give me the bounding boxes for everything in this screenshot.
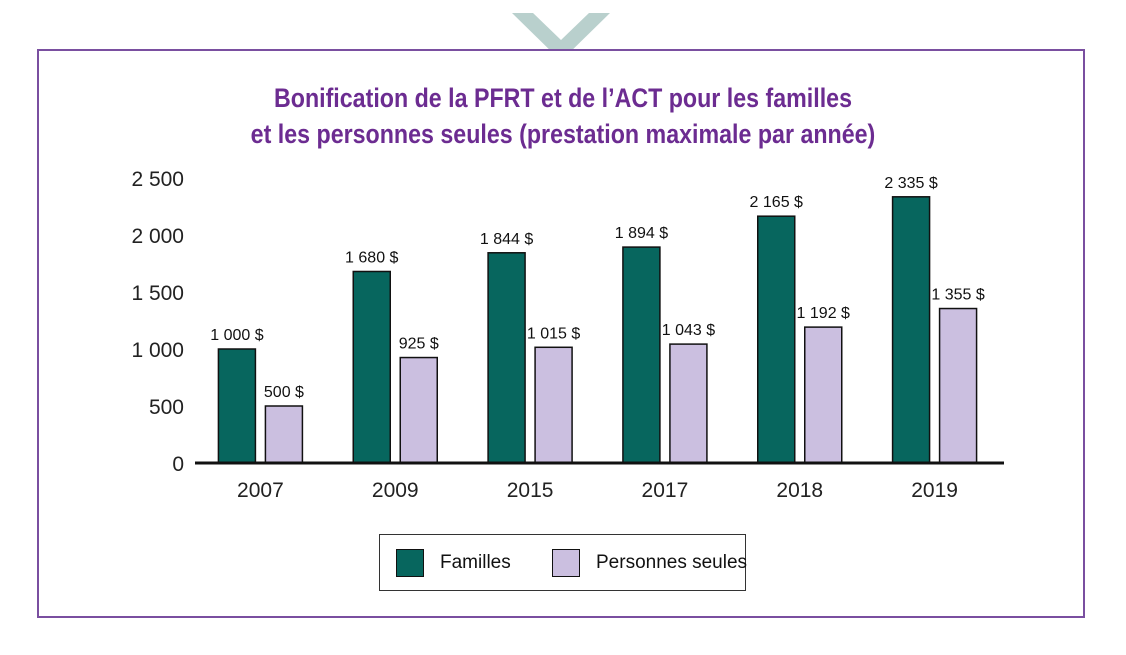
data-label: 1 680 $	[345, 249, 398, 266]
y-tick-label: 2 000	[131, 225, 184, 248]
bar-familles	[891, 196, 931, 464]
data-label: 1 043 $	[662, 322, 715, 339]
data-label: 1 355 $	[931, 287, 984, 304]
data-label: 1 894 $	[615, 225, 668, 242]
data-label: 2 335 $	[884, 175, 937, 192]
bar-familles	[487, 252, 526, 464]
y-tick-label: 2 500	[131, 168, 184, 191]
x-tick-label: 2015	[507, 479, 554, 502]
bar-personnes-seules	[804, 326, 843, 464]
y-tick-label: 0	[172, 453, 184, 476]
bar-personnes-seules	[938, 307, 978, 464]
x-tick-label: 2018	[776, 479, 823, 502]
legend-swatch-familles	[396, 549, 424, 577]
data-label: 1 000 $	[210, 327, 263, 344]
y-tick-label: 500	[149, 396, 184, 419]
bar-familles	[217, 348, 257, 464]
y-tick-label: 1 000	[131, 339, 184, 362]
bar-familles	[757, 215, 796, 464]
x-tick-label: 2019	[911, 479, 958, 502]
legend: Familles Personnes seules	[379, 534, 747, 591]
data-label: 925 $	[399, 336, 439, 353]
data-label: 1 015 $	[527, 325, 580, 342]
data-label: 500 $	[264, 384, 304, 401]
legend-label-familles: Familles	[440, 552, 511, 573]
data-label: 1 192 $	[797, 305, 850, 322]
chevron-shape	[512, 13, 610, 60]
data-label: 1 844 $	[480, 231, 533, 248]
legend-label-personnes-seules: Personnes seules	[596, 552, 748, 573]
x-tick-label: 2009	[372, 479, 419, 502]
chevron-down-icon	[512, 13, 610, 60]
legend-item-personnes-seules: Personnes seules	[552, 548, 747, 578]
y-tick-label: 1 500	[131, 282, 184, 305]
chart-title-line-1: Bonification de la PFRT et de l’ACT pour…	[273, 83, 853, 113]
x-tick-label: 2017	[642, 479, 689, 502]
chart-title: Bonification de la PFRT et de l’ACT pour…	[79, 80, 1047, 152]
bar-personnes-seules	[264, 405, 304, 464]
bar-personnes-seules	[399, 356, 438, 464]
bar-personnes-seules	[534, 346, 573, 464]
data-label: 2 165 $	[750, 194, 803, 211]
x-tick-label: 2007	[237, 479, 284, 502]
legend-item-familles: Familles	[396, 548, 511, 578]
legend-swatch-personnes-seules	[552, 549, 580, 577]
bar-personnes-seules	[669, 343, 708, 464]
chart-title-line-2: et les personnes seules (prestation maxi…	[250, 119, 876, 149]
bar-familles	[622, 246, 661, 464]
bar-familles	[352, 270, 391, 464]
